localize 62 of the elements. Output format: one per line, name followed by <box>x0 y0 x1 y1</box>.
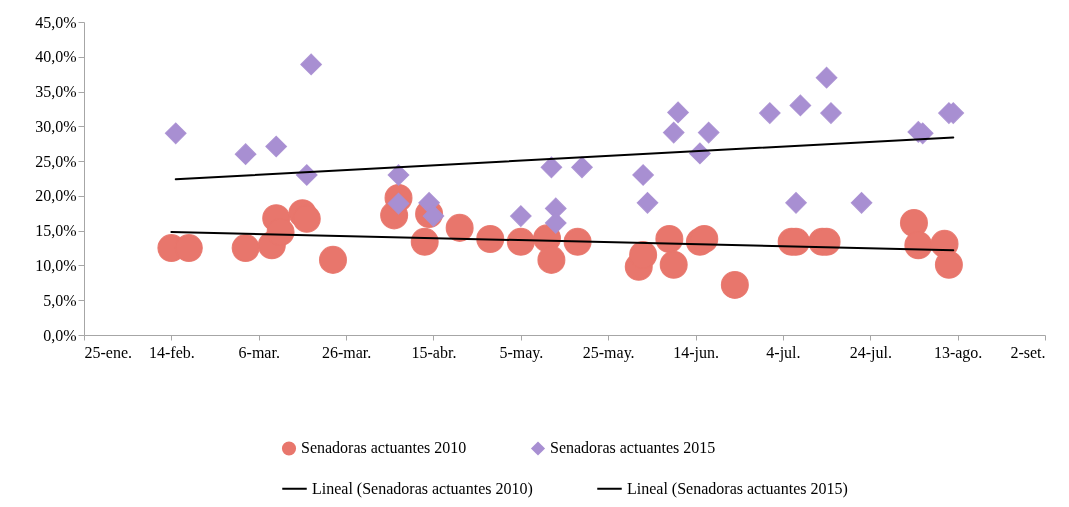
point <box>789 94 812 117</box>
legend-label: Senadoras actuantes 2015 <box>550 439 716 457</box>
point <box>720 270 749 299</box>
legend-label: Lineal (Senadoras actuantes 2010) <box>312 479 533 498</box>
point <box>410 227 439 256</box>
point <box>506 227 535 256</box>
y-tick-label: 40,0% <box>35 48 77 66</box>
point <box>667 101 689 124</box>
point <box>509 205 532 227</box>
point <box>904 231 933 260</box>
legend-label: Lineal (Senadoras actuantes 2015) <box>627 479 848 498</box>
point <box>934 250 963 279</box>
y-tick-label: 30,0% <box>35 117 77 135</box>
x-tick-label: 26-mar. <box>321 343 372 361</box>
point <box>758 102 781 124</box>
point <box>537 245 566 274</box>
x-tick-label: 6-mar. <box>238 343 280 361</box>
point <box>655 225 684 253</box>
point <box>899 209 928 238</box>
y-tick-label: 10,0% <box>35 256 77 274</box>
x-tick-label: 25-may. <box>582 343 635 362</box>
point <box>785 192 807 214</box>
point <box>571 156 593 179</box>
x-tick-label: 5-may. <box>499 343 544 362</box>
point <box>662 121 685 144</box>
y-tick-label: 20,0% <box>35 187 77 205</box>
x-tick-label: 14-feb. <box>148 343 195 361</box>
x-tick-label: 25-ene. <box>84 343 133 361</box>
x-tick-label: 24-jul. <box>849 343 892 362</box>
y-tick-label: 25,0% <box>35 152 77 170</box>
point <box>266 218 295 247</box>
y-tick-label: 35,0% <box>35 83 77 101</box>
x-tick-label: 15-abr. <box>411 343 457 361</box>
point <box>544 212 567 234</box>
point <box>815 66 838 89</box>
x-tick-label: 2-set. <box>1010 343 1046 361</box>
point <box>632 164 654 186</box>
y-tick-label: 45,0% <box>35 13 77 31</box>
point <box>265 135 288 158</box>
point <box>629 241 658 269</box>
point <box>231 234 260 263</box>
point <box>659 250 688 279</box>
legend-label: Senadoras actuantes 2010 <box>301 439 467 457</box>
point <box>318 245 347 274</box>
point <box>697 121 720 144</box>
point <box>445 213 474 242</box>
y-tick-label: 5,0% <box>43 291 77 309</box>
point <box>300 53 322 76</box>
point <box>636 192 659 214</box>
point <box>563 227 592 256</box>
x-tick-label: 13-ago. <box>933 343 983 362</box>
point <box>850 192 873 214</box>
x-tick-label: 14-jun. <box>673 343 719 362</box>
point <box>540 156 563 179</box>
y-tick-label: 0,0% <box>43 326 77 344</box>
point <box>820 102 842 124</box>
point <box>690 225 719 253</box>
point <box>387 164 410 186</box>
point <box>292 204 321 233</box>
point <box>234 143 257 165</box>
x-tick-label: 4-jul. <box>766 343 801 362</box>
y-tick-label: 15,0% <box>35 222 77 240</box>
